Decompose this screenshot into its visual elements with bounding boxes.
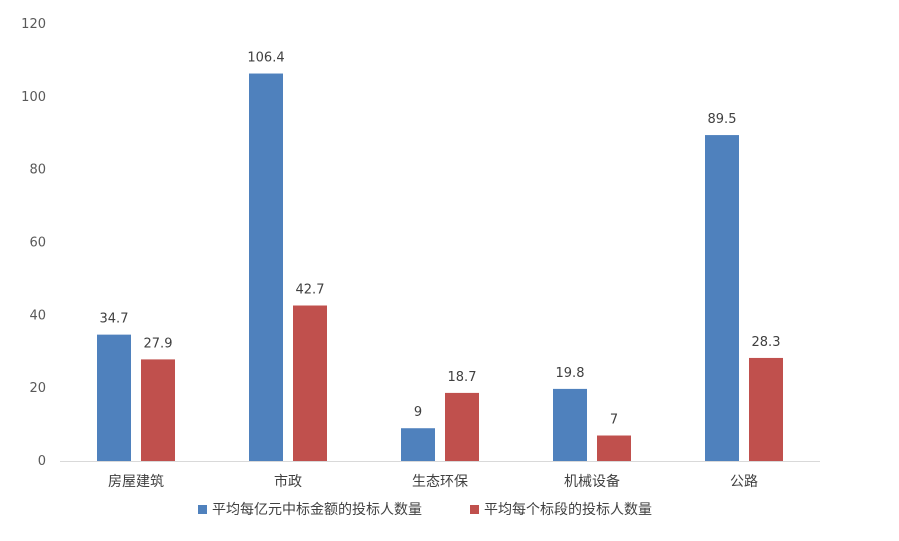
bar-2-5 [749, 357, 783, 461]
category-label: 房屋建筑 [108, 474, 164, 490]
data-labels: 34.7 27.9 106.4 42.7 9 18.7 19.8 7 89.5 28.3 [100, 51, 781, 428]
bar-1-2 [249, 73, 283, 461]
category-label: 机械设备 [564, 473, 620, 490]
data-label: 19.8 [556, 366, 585, 381]
data-label: 106.4 [247, 51, 284, 66]
bar-2-1 [141, 359, 175, 461]
bar-1-4 [553, 388, 587, 461]
data-label: 42.7 [296, 283, 325, 298]
bar-2-2 [293, 305, 327, 461]
bar-2-3 [445, 392, 479, 461]
legend-label: 平均每个标段的投标人数量 [484, 502, 652, 518]
category-label: 公路 [730, 474, 758, 490]
bar-1-5 [705, 135, 739, 461]
bar-1-3 [401, 428, 435, 461]
y-tick-label: 0 [38, 454, 46, 469]
bar-1-1 [97, 334, 131, 461]
data-label: 27.9 [144, 336, 173, 351]
y-tick-label: 100 [21, 90, 46, 105]
category-label: 生态环保 [412, 474, 468, 490]
legend-swatch [198, 505, 207, 514]
y-axis: 0 20 40 60 80 100 120 [21, 17, 46, 469]
legend: 平均每亿元中标金额的投标人数量 平均每个标段的投标人数量 [198, 502, 652, 518]
data-label: 89.5 [708, 112, 737, 127]
bar-2-4 [597, 435, 631, 461]
data-label: 34.7 [100, 312, 129, 327]
data-label: 18.7 [448, 370, 477, 385]
bars [97, 73, 783, 461]
data-label: 7 [610, 413, 618, 428]
y-tick-label: 80 [29, 163, 46, 178]
legend-label: 平均每亿元中标金额的投标人数量 [212, 502, 422, 518]
y-tick-label: 120 [21, 17, 46, 32]
data-label: 28.3 [752, 335, 781, 350]
x-axis: 房屋建筑 市政 生态环保 机械设备 公路 [108, 473, 758, 490]
y-tick-label: 60 [29, 236, 46, 251]
y-tick-label: 20 [29, 381, 46, 396]
legend-swatch [470, 505, 479, 514]
data-label: 9 [414, 405, 422, 420]
y-tick-label: 40 [29, 308, 46, 323]
category-label: 市政 [274, 473, 302, 490]
